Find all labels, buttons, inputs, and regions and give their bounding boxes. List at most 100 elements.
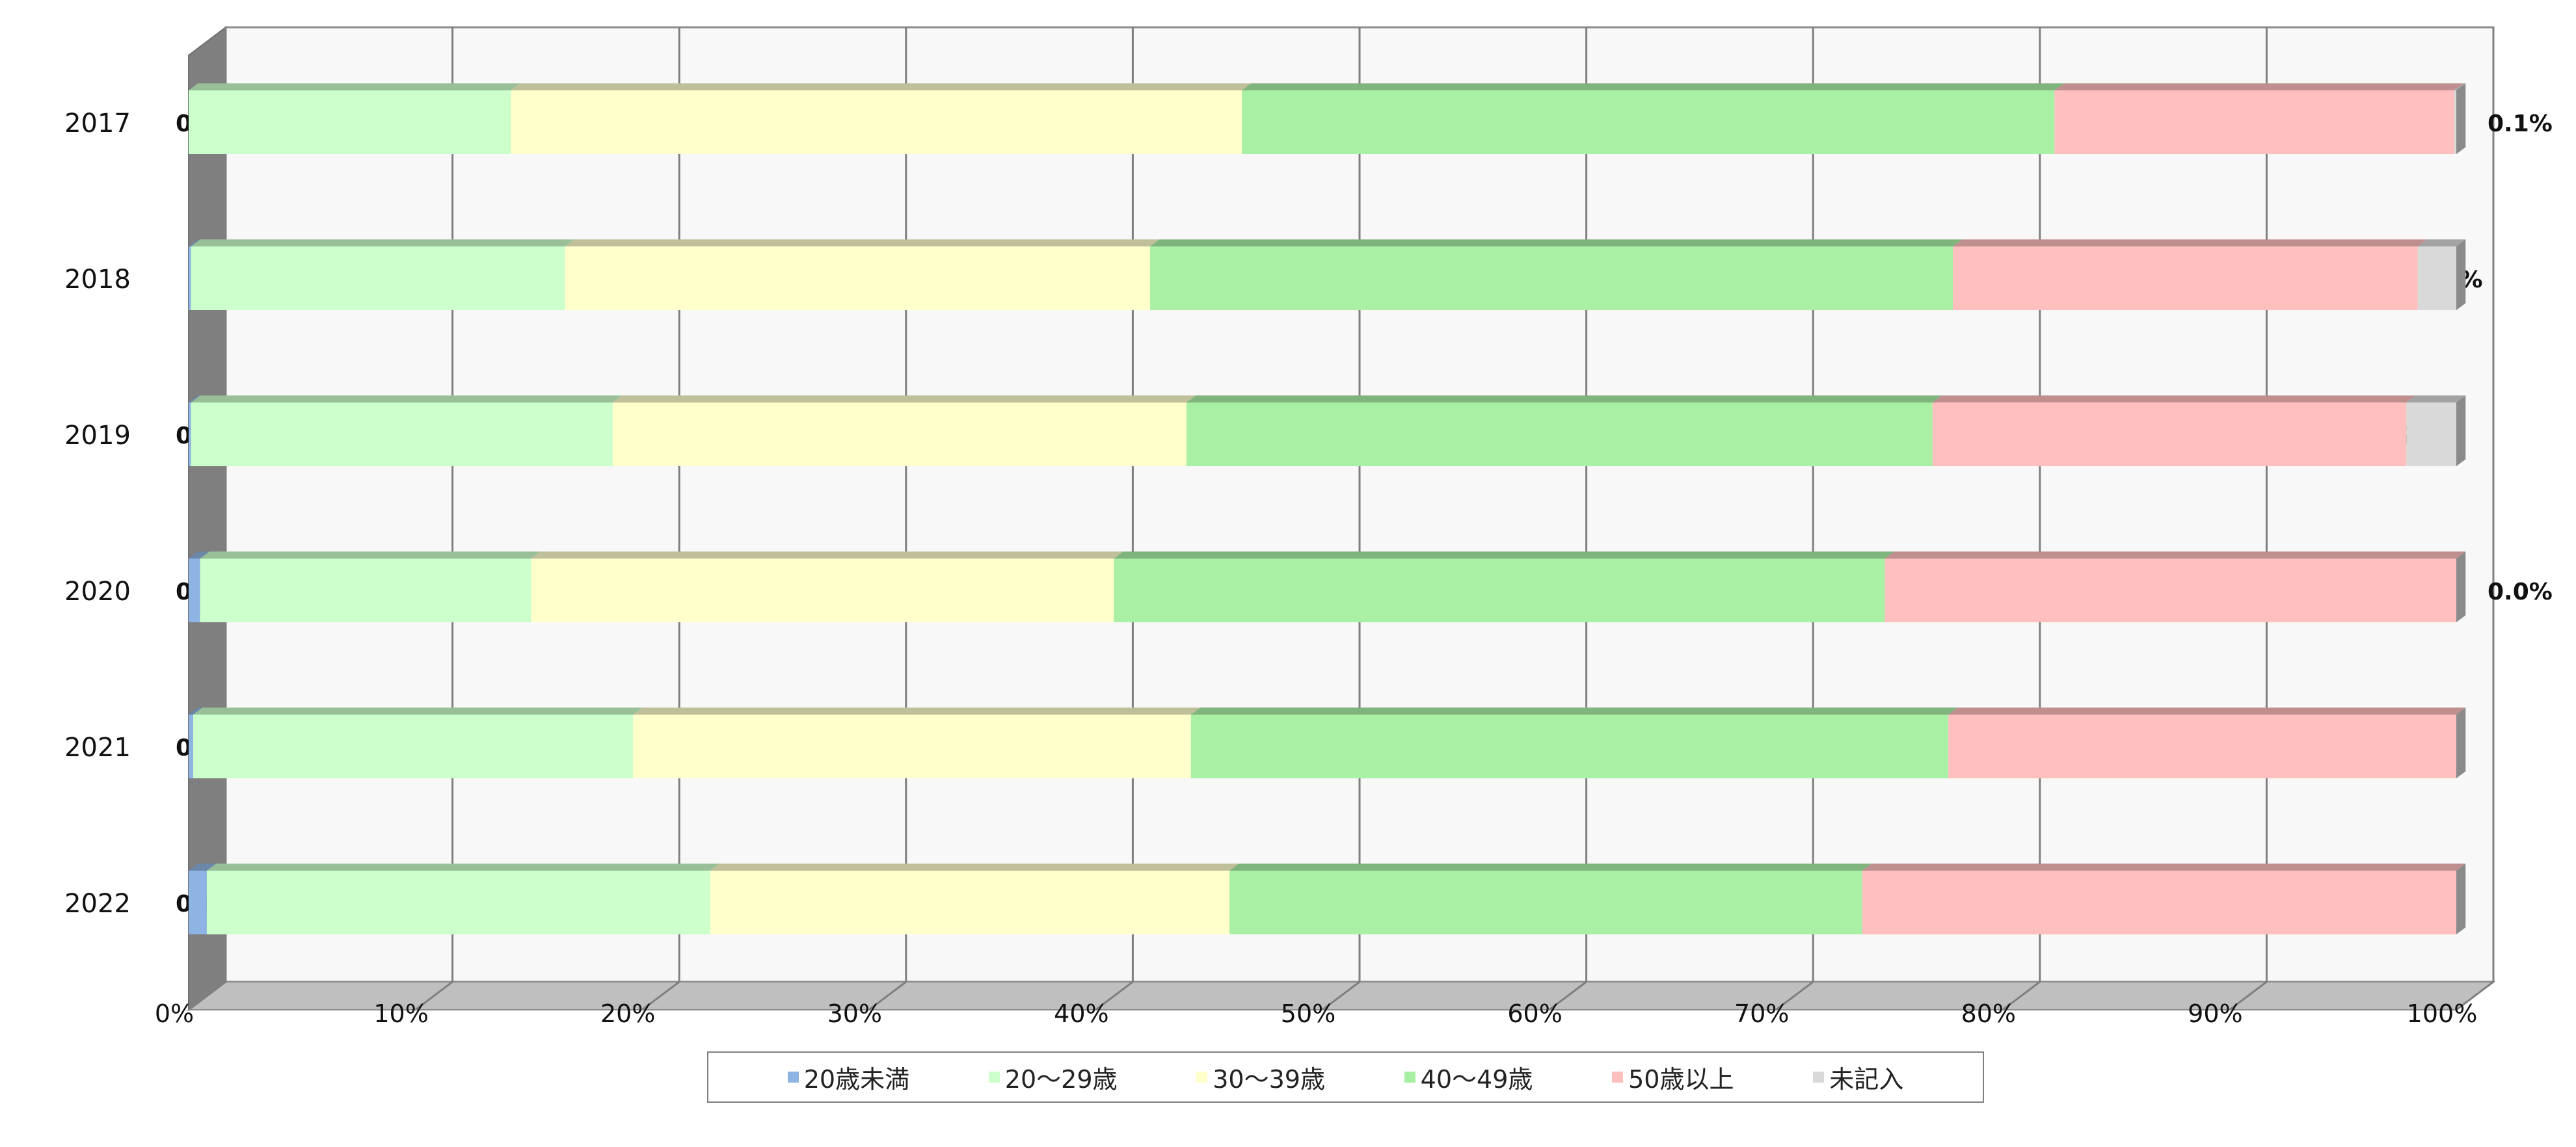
legend-item: 未記入	[1813, 1059, 1903, 1095]
bar-segment-top	[633, 707, 1201, 715]
legend-item: 20歳未満	[787, 1059, 910, 1095]
floor-gridline	[2229, 981, 2268, 1011]
bar-segment	[633, 715, 1191, 778]
floor-gridline	[414, 981, 453, 1011]
x-tick-label: 60%	[1507, 999, 1562, 1028]
gridlines	[188, 27, 2495, 1011]
bar-segment-top	[1190, 707, 1958, 715]
legend-swatch	[988, 1072, 1000, 1083]
bar-segment-top	[1862, 864, 2466, 871]
category-label: 2021	[64, 733, 131, 763]
legend-label: 20歳未満	[803, 1065, 910, 1094]
bar-segment-top	[1242, 83, 2064, 90]
x-tick-label: 30%	[827, 999, 882, 1028]
x-tick-labels: 0% 10% 20% 30% 40% 50% 60% 70% 80% 90% 100%	[155, 999, 2477, 1028]
bar-segment	[1932, 402, 2407, 466]
bar-segment	[2417, 246, 2456, 310]
legend-item: 20～29歳	[988, 1059, 1118, 1095]
legend-item: 30～39歳	[1196, 1059, 1325, 1095]
legend-swatch	[787, 1072, 799, 1083]
bar-segment	[189, 559, 200, 622]
bar-segment	[565, 246, 1151, 310]
bar-segment-top	[1186, 395, 1942, 402]
bar-segment	[2454, 90, 2456, 154]
bar-end-face	[2456, 395, 2466, 466]
bar-end-face	[2456, 239, 2466, 310]
bar-segment	[191, 402, 613, 466]
legend-swatch	[1196, 1072, 1208, 1083]
category-label: 2018	[64, 265, 131, 295]
bar-segment	[189, 402, 191, 466]
floor-gridline	[868, 981, 907, 1011]
bar-segment	[200, 559, 531, 622]
bar-segment-top	[193, 707, 643, 715]
floor-gridline	[188, 981, 226, 1011]
legend-label: 50歳以上	[1628, 1065, 1734, 1094]
bar-segment	[2406, 402, 2456, 466]
bar-segment	[1948, 715, 2456, 778]
category-label: 2020	[64, 577, 131, 607]
bar-end-face	[2456, 551, 2466, 622]
floor-gridline	[1322, 981, 1360, 1011]
bar-segment-top	[1885, 551, 2466, 559]
x-tick-label: 40%	[1054, 999, 1108, 1028]
bar-segment-top	[1229, 864, 1872, 871]
bar-segment	[612, 402, 1187, 466]
bar-segment-top	[511, 83, 1252, 90]
side-wall	[188, 25, 226, 1012]
bar-row-2017	[189, 83, 2466, 154]
floor-gridline	[2456, 981, 2494, 1011]
bar-segment-top	[1150, 239, 1963, 246]
bar-row-2019	[189, 395, 2466, 466]
bar-segment-top	[1932, 395, 2416, 402]
x-tick-label: 100%	[2407, 999, 2478, 1028]
bar-row-2020	[189, 551, 2466, 622]
bar-segment-top	[2054, 83, 2463, 90]
bar-segment	[1242, 90, 2055, 154]
category-labels: 2017 2018 2019 2020 2021 2022	[64, 109, 131, 919]
bar-segment-top	[710, 864, 1239, 871]
bar-segment-top	[189, 707, 203, 715]
floor-gridline	[1095, 981, 1134, 1011]
bar-segment-top	[565, 239, 1160, 246]
bar-row-2018	[189, 239, 2466, 310]
x-tick-label: 70%	[1734, 999, 1789, 1028]
legend-label: 20～29歳	[1004, 1065, 1118, 1094]
bar-segment	[531, 559, 1114, 622]
category-label: 2019	[64, 421, 131, 451]
bar-segment	[1150, 246, 1953, 310]
legend-swatch	[1404, 1072, 1415, 1083]
bar-end-face	[2456, 83, 2466, 154]
bar-segment	[1229, 871, 1862, 934]
bar-segment	[191, 246, 565, 310]
bar-segment-top	[200, 551, 541, 559]
bar-segment	[206, 871, 710, 934]
bar-segment-top	[191, 395, 623, 402]
legend-label: 未記入	[1829, 1065, 1904, 1094]
bar-segment-top	[189, 83, 520, 90]
category-label: 2022	[64, 889, 131, 919]
bar-segment-top	[1114, 551, 1894, 559]
x-tick-label: 0%	[155, 999, 194, 1028]
legend-label: 30～39歳	[1213, 1065, 1325, 1094]
bar-segment	[1953, 246, 2418, 310]
data-label: 0.0%	[2488, 579, 2553, 605]
bar-row-2021	[189, 707, 2466, 778]
chart-walls	[187, 25, 2495, 1012]
bar-segment	[710, 871, 1230, 934]
bar-segment-top	[189, 395, 200, 402]
bar-segment	[1114, 559, 1885, 622]
floor-gridline	[1548, 981, 1587, 1011]
bar-segment-top	[2406, 395, 2466, 402]
bar-segment	[189, 246, 191, 310]
bar-segment-top	[612, 395, 1196, 402]
legend-label: 40～49歳	[1420, 1065, 1533, 1094]
bar-segment	[511, 90, 1242, 154]
x-tick-label: 80%	[1961, 999, 2016, 1028]
bar-segment-top	[1948, 707, 2466, 715]
bar-segment-top	[191, 239, 574, 246]
bar-segment-top	[189, 551, 209, 559]
bar-segment-top	[1953, 239, 2427, 246]
legend-swatch	[1813, 1072, 1825, 1083]
